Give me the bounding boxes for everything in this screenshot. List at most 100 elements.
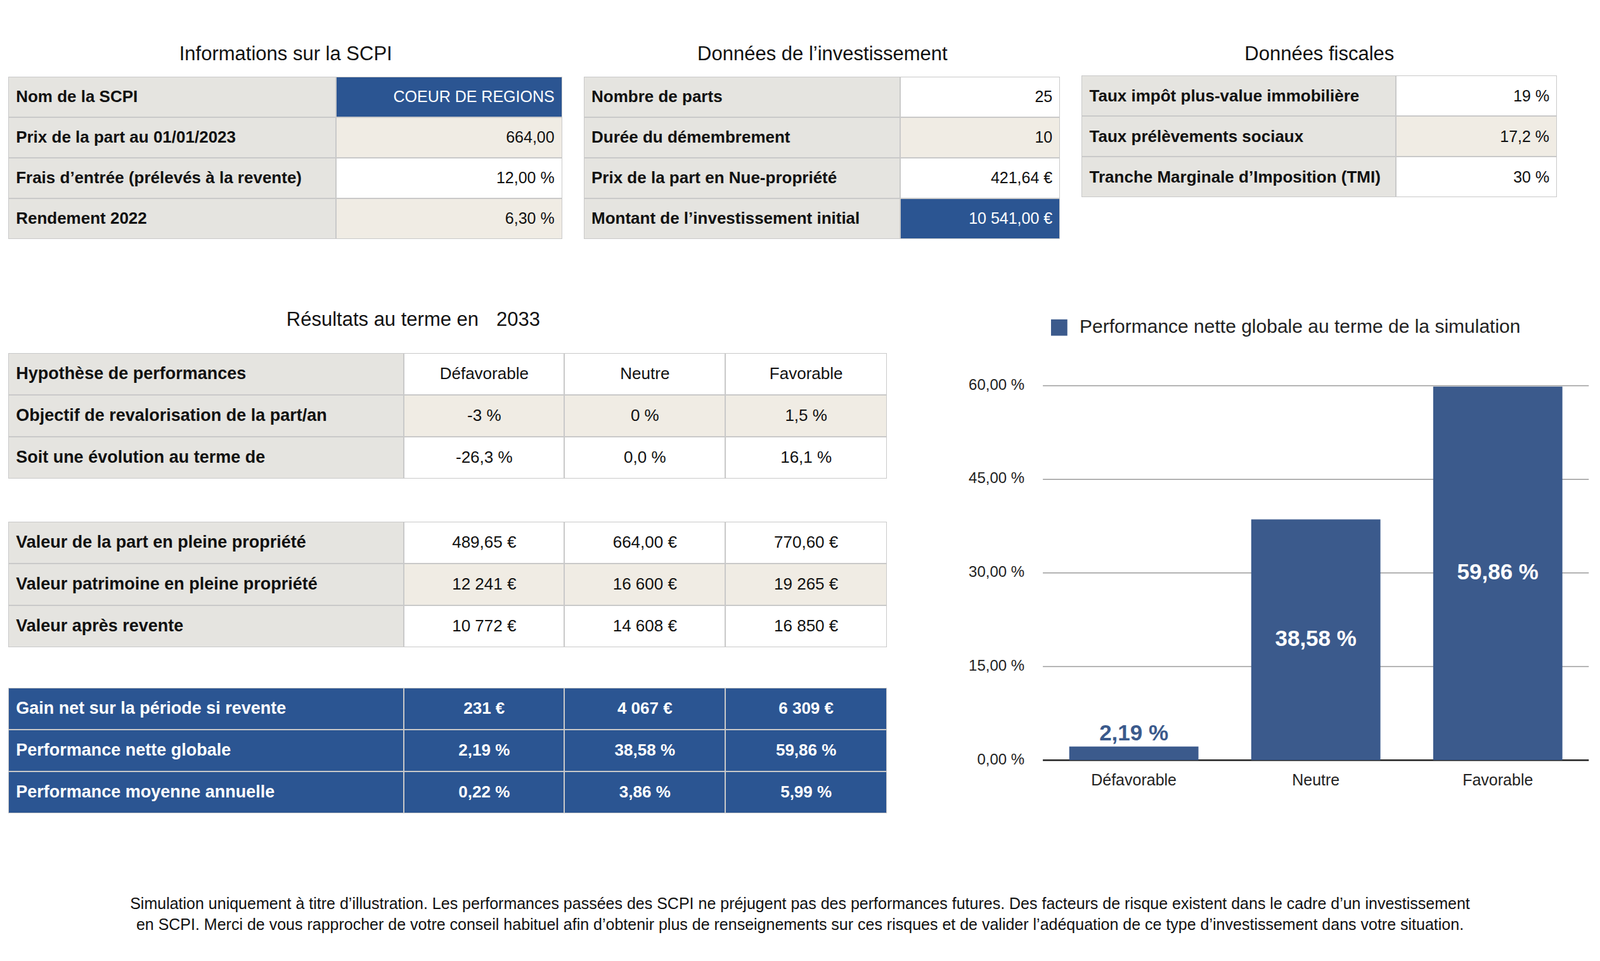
table-cell: 10	[900, 117, 1061, 158]
cell-text: Défavorable	[439, 363, 529, 384]
table-cell: Soit une évolution au terme de	[8, 436, 405, 479]
table-cell: Hypothèse de performances	[8, 353, 405, 395]
cell-text: Gain net sur la période si revente	[15, 698, 286, 719]
cell-text: COEUR DE REGIONS	[393, 87, 555, 106]
cell-text: Taux impôt plus-value immobilière	[1089, 86, 1360, 106]
cell-text: 0 %	[630, 405, 660, 426]
cell-text: Hypothèse de performances	[15, 363, 246, 384]
table-cell: 0,0 %	[564, 436, 726, 479]
table-cell: 17,2 %	[1395, 116, 1557, 157]
cell-text: Objectif de revalorisation de la part/an	[15, 405, 328, 426]
cell-text: 12,00 %	[496, 168, 555, 188]
cell-text: 19 265 €	[774, 574, 839, 594]
cell-text: Prix de la part au 01/01/2023	[15, 127, 236, 148]
table-cell: 16 600 €	[564, 563, 726, 606]
cell-text: 1,5 %	[784, 405, 828, 426]
table-cell: 231 €	[403, 687, 565, 730]
cell-text: 12 241 €	[451, 574, 517, 594]
table-cell: 6,30 %	[335, 198, 563, 239]
cell-text: 19 %	[1513, 86, 1550, 106]
table-cell: Taux prélèvements sociaux	[1081, 116, 1396, 157]
table-cell: 12,00 %	[335, 157, 563, 199]
cell-text: 30 %	[1513, 167, 1550, 187]
table-cell: 770,60 €	[725, 521, 887, 564]
table-cell: 14 608 €	[564, 605, 726, 648]
section-title: Informations sur la SCPI	[0, 42, 667, 66]
table-cell: Prix de la part au 01/01/2023	[8, 117, 336, 158]
cell-text: 0,0 %	[623, 447, 667, 468]
legend-swatch	[1051, 319, 1068, 336]
cell-text: 231 €	[463, 698, 505, 719]
cell-text: 10 541,00 €	[968, 209, 1053, 228]
cell-text: 17,2 %	[1499, 127, 1550, 146]
table-cell: Nom de la SCPI	[8, 76, 336, 118]
cell-text: 14 608 €	[612, 616, 678, 636]
table-cell: 3,86 %	[564, 771, 726, 814]
table-cell: 25	[900, 76, 1061, 118]
x-tick-label: Neutre	[1291, 770, 1340, 789]
y-tick-label: 45,00 %	[968, 469, 1025, 487]
cell-text: -26,3 %	[455, 447, 513, 468]
data-label: 38,58 %	[1274, 625, 1356, 651]
table-cell: Performance nette globale	[8, 729, 405, 772]
cell-text: -3 %	[467, 405, 501, 426]
cell-text: Tranche Marginale d’Imposition (TMI)	[1089, 167, 1381, 188]
results-title-text: Résultats au terme en	[286, 308, 479, 331]
cell-text: Performance nette globale	[15, 740, 231, 761]
cell-text: 6,30 %	[505, 209, 555, 228]
table-cell: Neutre	[564, 353, 726, 395]
table-cell: 16 850 €	[725, 605, 887, 648]
cell-text: 59,86 %	[775, 740, 837, 761]
table-cell: 664,00 €	[564, 521, 726, 564]
table-cell: 2,19 %	[403, 729, 565, 772]
table-cell: Valeur après revente	[8, 605, 405, 648]
cell-text: 5,99 %	[780, 782, 832, 802]
cell-text: Rendement 2022	[15, 208, 148, 229]
cell-text: Valeur de la part en pleine propriété	[15, 532, 307, 553]
section-title: Données de l’investissement	[441, 42, 1203, 66]
table-cell: 12 241 €	[403, 563, 565, 606]
table-cell: 10 772 €	[403, 605, 565, 648]
cell-text: Performance moyenne annuelle	[15, 782, 275, 802]
table-cell: 5,99 %	[725, 771, 887, 814]
table-cell: 38,58 %	[564, 729, 726, 772]
table-cell: 664,00	[335, 117, 563, 158]
cell-text: 16,1 %	[780, 447, 832, 468]
table-cell: 30 %	[1395, 156, 1557, 198]
cell-text: Nom de la SCPI	[15, 86, 138, 107]
table-cell: 59,86 %	[725, 729, 887, 772]
table-cell: 4 067 €	[564, 687, 726, 730]
data-label: 59,86 %	[1457, 559, 1539, 584]
table-cell: Valeur de la part en pleine propriété	[8, 521, 405, 564]
cell-text: 421,64 €	[990, 168, 1053, 188]
cell-text: Valeur patrimoine en pleine propriété	[15, 574, 318, 594]
table-cell: 0,22 %	[403, 771, 565, 814]
table-cell: -3 %	[403, 394, 565, 437]
cell-text: 16 850 €	[774, 616, 839, 636]
table-cell: Objectif de revalorisation de la part/an	[8, 394, 405, 437]
x-tick-label: Défavorable	[1090, 770, 1177, 789]
grid-line	[1042, 385, 1589, 387]
y-tick-label: 0,00 %	[976, 750, 1025, 768]
disclaimer-line: Simulation uniquement à titre d’illustra…	[0, 894, 1600, 913]
table-cell: 1,5 %	[725, 394, 887, 437]
table-cell: -26,3 %	[403, 436, 565, 479]
table-cell: Rendement 2022	[8, 198, 336, 239]
table-cell: Durée du démembrement	[583, 117, 901, 158]
legend-label: Performance nette globale au terme de la…	[1079, 315, 1521, 337]
cell-text: 6 309 €	[778, 698, 834, 719]
bar	[1069, 746, 1199, 761]
results-title: Résultats au terme en2033	[32, 308, 794, 331]
y-tick-label: 60,00 %	[968, 375, 1025, 394]
table-cell: Favorable	[725, 353, 887, 395]
table-cell: Taux impôt plus-value immobilière	[1081, 75, 1396, 117]
table-cell: 0 %	[564, 394, 726, 437]
cell-text: 2,19 %	[458, 740, 510, 761]
cell-text: 38,58 %	[614, 740, 676, 761]
cell-text: 10 772 €	[451, 616, 517, 636]
cell-text: 3,86 %	[619, 782, 671, 802]
section-title: Données fiscales	[938, 42, 1600, 66]
cell-text: 489,65 €	[451, 532, 517, 553]
data-label: 2,19 %	[1099, 720, 1169, 745]
y-tick-label: 15,00 %	[968, 656, 1025, 674]
